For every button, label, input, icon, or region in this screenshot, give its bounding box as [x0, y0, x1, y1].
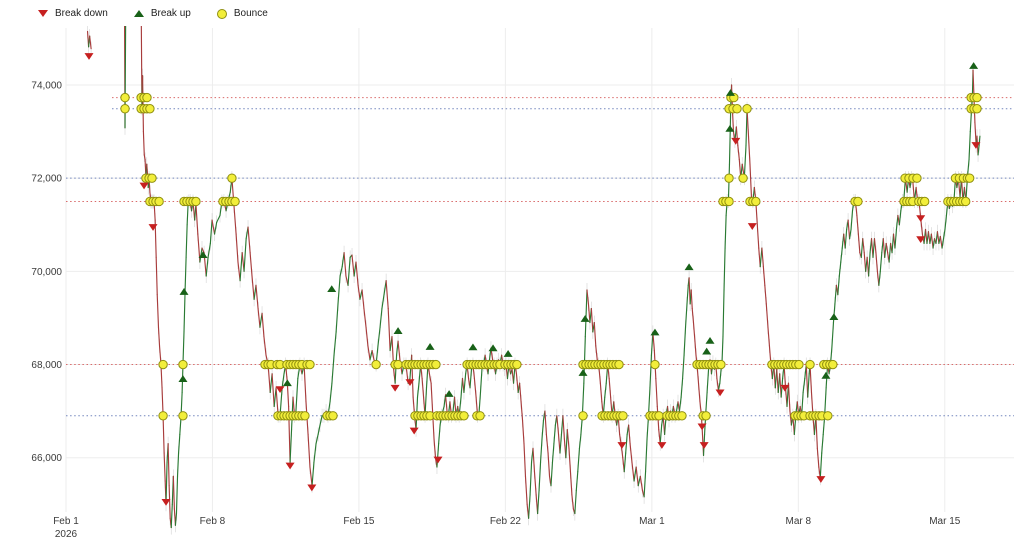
bounce-icon — [216, 8, 227, 19]
x-tick-label: Feb 15 — [343, 516, 375, 527]
x-tick-label: Feb 1 — [53, 516, 79, 527]
break-down-icon — [38, 10, 48, 17]
y-tick-label: 66,000 — [31, 453, 62, 464]
legend-label-break-down: Break down — [55, 8, 108, 19]
x-tick-label: Mar 8 — [786, 516, 812, 527]
legend-item-bounce: Bounce — [216, 8, 268, 19]
y-tick-label: 68,000 — [31, 360, 62, 371]
x-tick-label: Feb 22 — [490, 516, 522, 527]
chart-legend: Break down Break up Bounce — [38, 8, 268, 19]
x-tick-label: Mar 15 — [929, 516, 961, 527]
y-tick-label: 74,000 — [31, 81, 62, 92]
break-up-icon — [133, 10, 144, 17]
legend-item-break-up: Break up — [133, 8, 191, 19]
y-tick-label: 72,000 — [31, 174, 62, 185]
y-tick-label: 70,000 — [31, 267, 62, 278]
legend-item-break-down: Break down — [38, 8, 108, 19]
x-tick-sublabel: 2026 — [55, 529, 78, 540]
x-tick-label: Feb 8 — [200, 516, 226, 527]
x-tick-label: Mar 1 — [639, 516, 665, 527]
legend-label-break-up: Break up — [150, 8, 191, 19]
legend-label-bounce: Bounce — [233, 8, 268, 19]
